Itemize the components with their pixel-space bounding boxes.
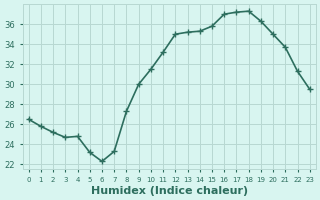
X-axis label: Humidex (Indice chaleur): Humidex (Indice chaleur) [91,186,248,196]
